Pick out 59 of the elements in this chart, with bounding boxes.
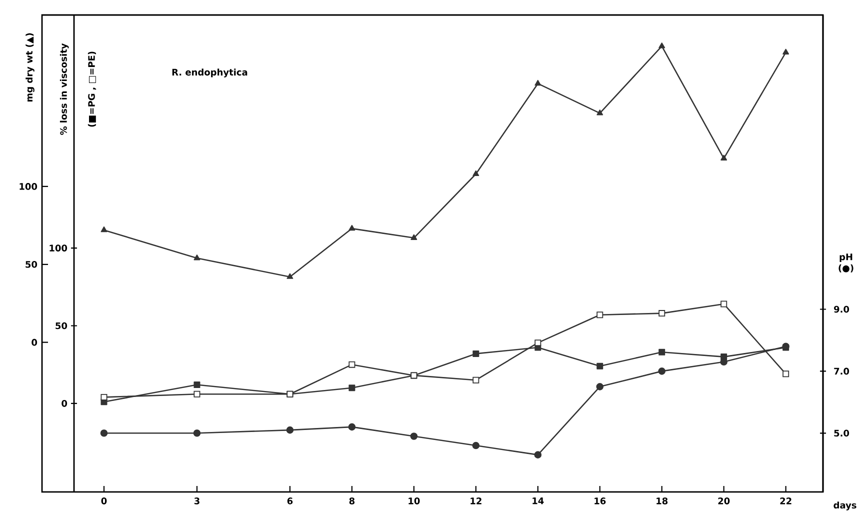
x-tick-label: 0 xyxy=(101,498,107,504)
point xyxy=(720,300,728,308)
y3-tick-label: 5.0 xyxy=(834,430,850,437)
y2-tick-label: 0 xyxy=(62,400,68,407)
point xyxy=(348,361,356,368)
x-tick-label: 16 xyxy=(594,498,606,504)
point xyxy=(100,429,108,437)
point xyxy=(596,312,604,318)
point xyxy=(720,154,728,160)
x-tick-label: 20 xyxy=(718,498,730,504)
point xyxy=(596,383,604,390)
point xyxy=(472,376,480,384)
point xyxy=(348,224,356,231)
point xyxy=(194,390,200,398)
x-tick-label: 3 xyxy=(194,498,200,504)
point xyxy=(472,442,480,450)
point xyxy=(658,310,666,317)
x-tick-label: 10 xyxy=(408,498,420,504)
point xyxy=(596,362,604,370)
x-tick-label: 6 xyxy=(287,498,293,504)
y3-tick-label: 9.0 xyxy=(834,306,850,313)
point xyxy=(194,382,200,388)
x-tick-label: 18 xyxy=(656,498,668,504)
x-tick-label: 22 xyxy=(780,498,792,504)
x-tick-label: 12 xyxy=(470,498,482,504)
point xyxy=(782,370,790,378)
point xyxy=(193,429,201,437)
point xyxy=(348,423,356,431)
point xyxy=(658,368,666,375)
point xyxy=(286,426,294,434)
point xyxy=(100,226,108,232)
y-tick-label: 100 xyxy=(20,183,38,190)
y-axis-title: mg dry wt (▲) xyxy=(26,33,34,102)
text: R. endophytica xyxy=(172,68,248,78)
point xyxy=(596,110,604,116)
y3-axis-title: pH (●) xyxy=(838,254,854,272)
y2-tick-label: 50 xyxy=(56,322,68,330)
x-axis-title: days xyxy=(834,502,856,510)
point xyxy=(658,42,666,48)
x-tick-label: 8 xyxy=(349,498,354,504)
y2-tick-label: 100 xyxy=(50,244,68,252)
point xyxy=(410,234,418,240)
point xyxy=(100,394,108,400)
y-tick-label: 50 xyxy=(26,260,38,268)
point xyxy=(534,80,542,86)
x-tick-label: 14 xyxy=(532,498,544,504)
text: % loss in viscosity (■=PG , □=PE) xyxy=(60,43,96,135)
point xyxy=(658,348,666,356)
point xyxy=(534,340,542,346)
y3-tick-label: 7.0 xyxy=(834,368,850,375)
point xyxy=(472,170,480,176)
point xyxy=(534,451,542,458)
point xyxy=(286,273,294,279)
point xyxy=(348,384,356,392)
point xyxy=(194,254,200,260)
point xyxy=(782,48,790,54)
point xyxy=(472,350,480,357)
y-tick-label: 0 xyxy=(32,338,38,346)
point xyxy=(410,432,418,440)
